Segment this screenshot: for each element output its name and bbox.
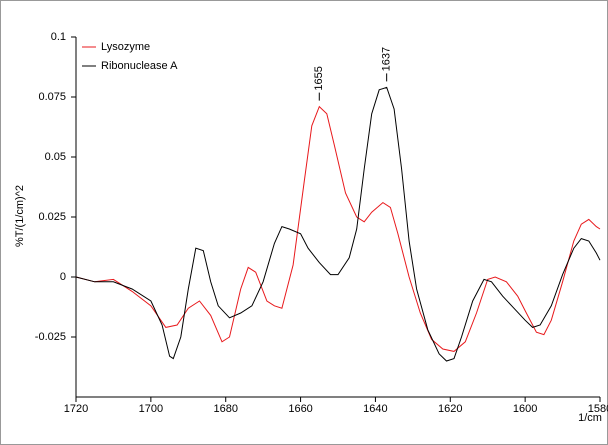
y-tick-label: 0.05 (45, 151, 66, 163)
x-tick-label: 1680 (213, 403, 237, 415)
x-tick-label: 1620 (438, 403, 462, 415)
y-tick-label: 0.075 (38, 91, 66, 103)
legend-label: Ribonuclease A (101, 60, 178, 72)
x-tick-label: 1580 (588, 403, 608, 415)
x-tick-label: 1660 (288, 403, 312, 415)
x-tick-label: 1640 (363, 403, 387, 415)
x-tick-label: 1600 (513, 403, 537, 415)
y-axis-label: %T/(1/cm)^2 (14, 185, 26, 247)
y-tick-label: -0.025 (35, 331, 66, 343)
x-tick-label: 1700 (139, 403, 163, 415)
x-axis-label: 1/cm (578, 412, 602, 424)
y-tick-label: 0.1 (51, 31, 66, 43)
x-tick-label: 1720 (64, 403, 88, 415)
series-line (75, 105, 601, 352)
series-line (75, 86, 601, 362)
annotation: 1637 (381, 47, 393, 71)
annotation: 1655 (313, 66, 325, 90)
y-tick-label: 0 (60, 271, 66, 283)
legend-label: Lysozyme (101, 41, 150, 53)
y-tick-label: 0.025 (38, 211, 66, 223)
